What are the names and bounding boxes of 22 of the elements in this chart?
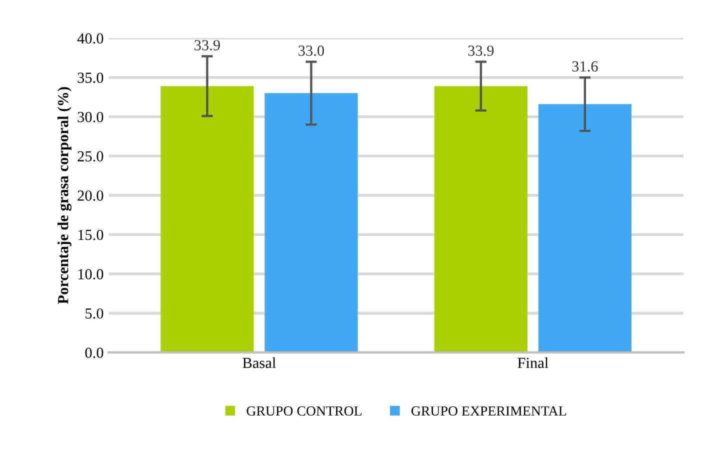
y-tick-label: 10.0	[78, 269, 104, 280]
y-tick-label: 35.0	[78, 72, 104, 83]
y-tick-label: 25.0	[78, 151, 104, 162]
y-tick-label: 30.0	[78, 112, 104, 122]
data-label: 33.0	[298, 46, 324, 56]
x-tick-label: Final	[518, 357, 548, 368]
data-label: 31.6	[572, 61, 598, 72]
y-axis-title: Porcentaje de grasa corporal (%)	[58, 87, 72, 304]
bar	[538, 104, 632, 352]
data-label: 33.9	[194, 40, 220, 50]
y-tick-label: 20.0	[78, 190, 104, 201]
data-label: 33.9	[468, 46, 494, 56]
bar	[434, 86, 528, 352]
legend-label: GRUPO CONTROL	[246, 406, 362, 416]
x-tick-label: Basal	[242, 357, 276, 368]
y-tick-label: 15.0	[78, 230, 104, 240]
y-tick-label: 5.0	[86, 308, 104, 319]
y-tick-label: 40.0	[77, 33, 104, 44]
y-tick-label: 0.0	[85, 348, 104, 358]
bar	[264, 93, 358, 352]
legend-label: GRUPO EXPERIMENTAL	[411, 406, 566, 416]
bar	[160, 86, 254, 352]
